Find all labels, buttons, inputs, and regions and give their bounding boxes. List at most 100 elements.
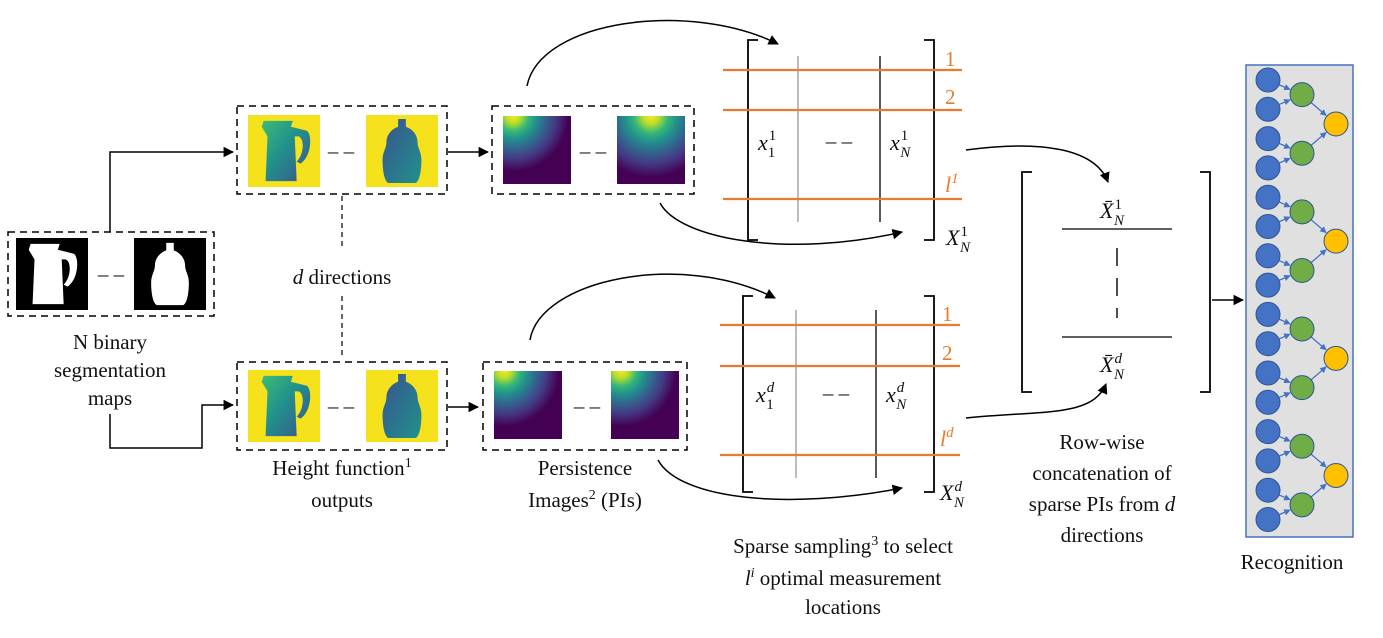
concat-top-label: X̄1 N xyxy=(1099,197,1125,229)
arrow-matrix-top-to-concat xyxy=(965,145,1110,183)
arrow-pi-to-matrix-top-lower xyxy=(659,202,904,245)
height-ellipsis-bottom: – – xyxy=(327,394,355,418)
concat-label-line4: directions xyxy=(1061,523,1144,547)
matrix-bottom-col-first-label: xd 1 xyxy=(755,380,775,413)
height-label-line1: Height function1 xyxy=(272,456,411,480)
arrow-pi-to-matrix-top-upper xyxy=(526,19,779,87)
col-var: x xyxy=(889,130,900,155)
pi-ellipsis-bottom: – – xyxy=(573,394,601,418)
matrix-top-ellipsis: – – xyxy=(825,129,853,153)
concat-var: X̄ xyxy=(1099,198,1115,223)
input-node xyxy=(1255,243,1281,269)
network-edge xyxy=(1278,494,1291,501)
matrix-bottom-right-bracket xyxy=(924,295,935,493)
network-edge xyxy=(1278,142,1291,149)
matrix-top-col-first-label: x1 1 xyxy=(757,128,776,161)
network-nodes xyxy=(1255,67,1349,532)
recognition-label: Recognition xyxy=(1241,550,1344,574)
matrix-top-row-label-1: 1 xyxy=(945,47,956,71)
concat-right-bracket xyxy=(1200,171,1211,393)
matrix-bottom-row-label-1: 1 xyxy=(942,302,953,326)
matrix-sup: 1 xyxy=(960,224,968,240)
hidden-node xyxy=(1289,140,1315,166)
input-label-line3: maps xyxy=(88,386,132,410)
matrix-top: 1 2 l1 x1 1 – – x1 N X1 N xyxy=(723,39,971,256)
height-box-bottom xyxy=(236,361,448,451)
col-sup: 1 xyxy=(769,128,776,144)
matrix-top-right-bracket xyxy=(924,39,935,241)
input-node xyxy=(1255,360,1281,386)
col-sup: d xyxy=(897,380,905,396)
hidden-node xyxy=(1289,433,1315,459)
network-edges xyxy=(1278,84,1327,516)
concat-sup: 1 xyxy=(1114,197,1122,213)
sparse-label-line2: li optimal measurement xyxy=(745,566,942,590)
input-node xyxy=(1255,419,1281,445)
sparse-label-line3: locations xyxy=(805,595,881,619)
network-edge xyxy=(1278,201,1291,208)
concat-left-bracket xyxy=(1021,171,1032,393)
input-node xyxy=(1255,184,1281,210)
network-edge xyxy=(1278,509,1291,516)
concat-label-line3: sparse PIs from d xyxy=(1029,492,1176,516)
concat-var: X̄ xyxy=(1099,352,1115,377)
directions-text: directions xyxy=(303,265,391,289)
sparse-l-var: l xyxy=(745,566,751,590)
arrow-matrix-bottom-to-concat xyxy=(965,383,1108,419)
concat-sup: d xyxy=(1114,351,1122,367)
input-node xyxy=(1255,507,1281,532)
network-edge xyxy=(1278,216,1291,223)
matrix-bottom-row-label-2: 2 xyxy=(942,341,953,365)
height-label-sup: 1 xyxy=(405,456,412,471)
concat-label-line1: Row-wise xyxy=(1059,430,1144,454)
input-label-line2: segmentation xyxy=(54,358,166,382)
binary-maps-ellipsis: – – xyxy=(97,262,125,286)
network-edge xyxy=(1278,274,1291,281)
height-box-top xyxy=(236,105,448,195)
output-node xyxy=(1323,228,1349,254)
sparse-label-line1: Sparse sampling3 to select xyxy=(733,534,953,558)
network-edge xyxy=(1278,99,1291,106)
concat-d-var: d xyxy=(1165,492,1176,516)
network-edge xyxy=(1278,435,1291,442)
network-edge xyxy=(1278,333,1291,340)
network-edge xyxy=(1310,483,1327,498)
arrow-pi-to-matrix-bottom-upper xyxy=(529,273,776,341)
col-sub: N xyxy=(895,397,907,413)
pi-box-top xyxy=(491,105,695,195)
network-edge xyxy=(1310,101,1327,116)
pi-image-n-top xyxy=(617,116,685,184)
height-ellipsis-top: – – xyxy=(327,139,355,163)
concat-label-line2: concatenation of xyxy=(1032,461,1171,485)
directions-var: d xyxy=(293,265,304,289)
concat-matrix: X̄1 N X̄d N xyxy=(1021,171,1211,393)
matrix-bottom-col-last-label: xd N xyxy=(885,380,907,413)
pi-label-post: (PIs) xyxy=(596,488,642,512)
input-label-line1: N binary xyxy=(73,330,148,354)
network-edge xyxy=(1310,131,1327,146)
matrix-var: X xyxy=(939,480,955,505)
row-l-var: l xyxy=(945,172,951,197)
col-sup: d xyxy=(767,380,775,396)
matrix-sub: N xyxy=(959,240,971,256)
pi-label-line2: Images2 (PIs) xyxy=(528,488,642,512)
matrix-bottom-left-bracket xyxy=(742,295,753,493)
input-node xyxy=(1255,477,1281,503)
concat-sub: N xyxy=(1113,367,1125,383)
sparse-l-sup: i xyxy=(751,566,755,581)
pi-label-sup: 2 xyxy=(589,488,596,503)
sparse-sup: 3 xyxy=(871,534,878,549)
matrix-var: X xyxy=(945,225,961,250)
height-label-text: Height function xyxy=(272,456,405,480)
pi-ellipsis-top: – – xyxy=(579,139,607,163)
input-node xyxy=(1255,155,1281,181)
matrix-bottom: 1 2 ld xd 1 – – xd N Xd N xyxy=(720,295,965,511)
network-edge xyxy=(1278,157,1291,164)
col-var: x xyxy=(755,382,766,407)
hidden-node xyxy=(1289,199,1315,225)
input-node xyxy=(1255,448,1281,474)
output-node xyxy=(1323,111,1349,137)
network-edge xyxy=(1278,450,1291,457)
